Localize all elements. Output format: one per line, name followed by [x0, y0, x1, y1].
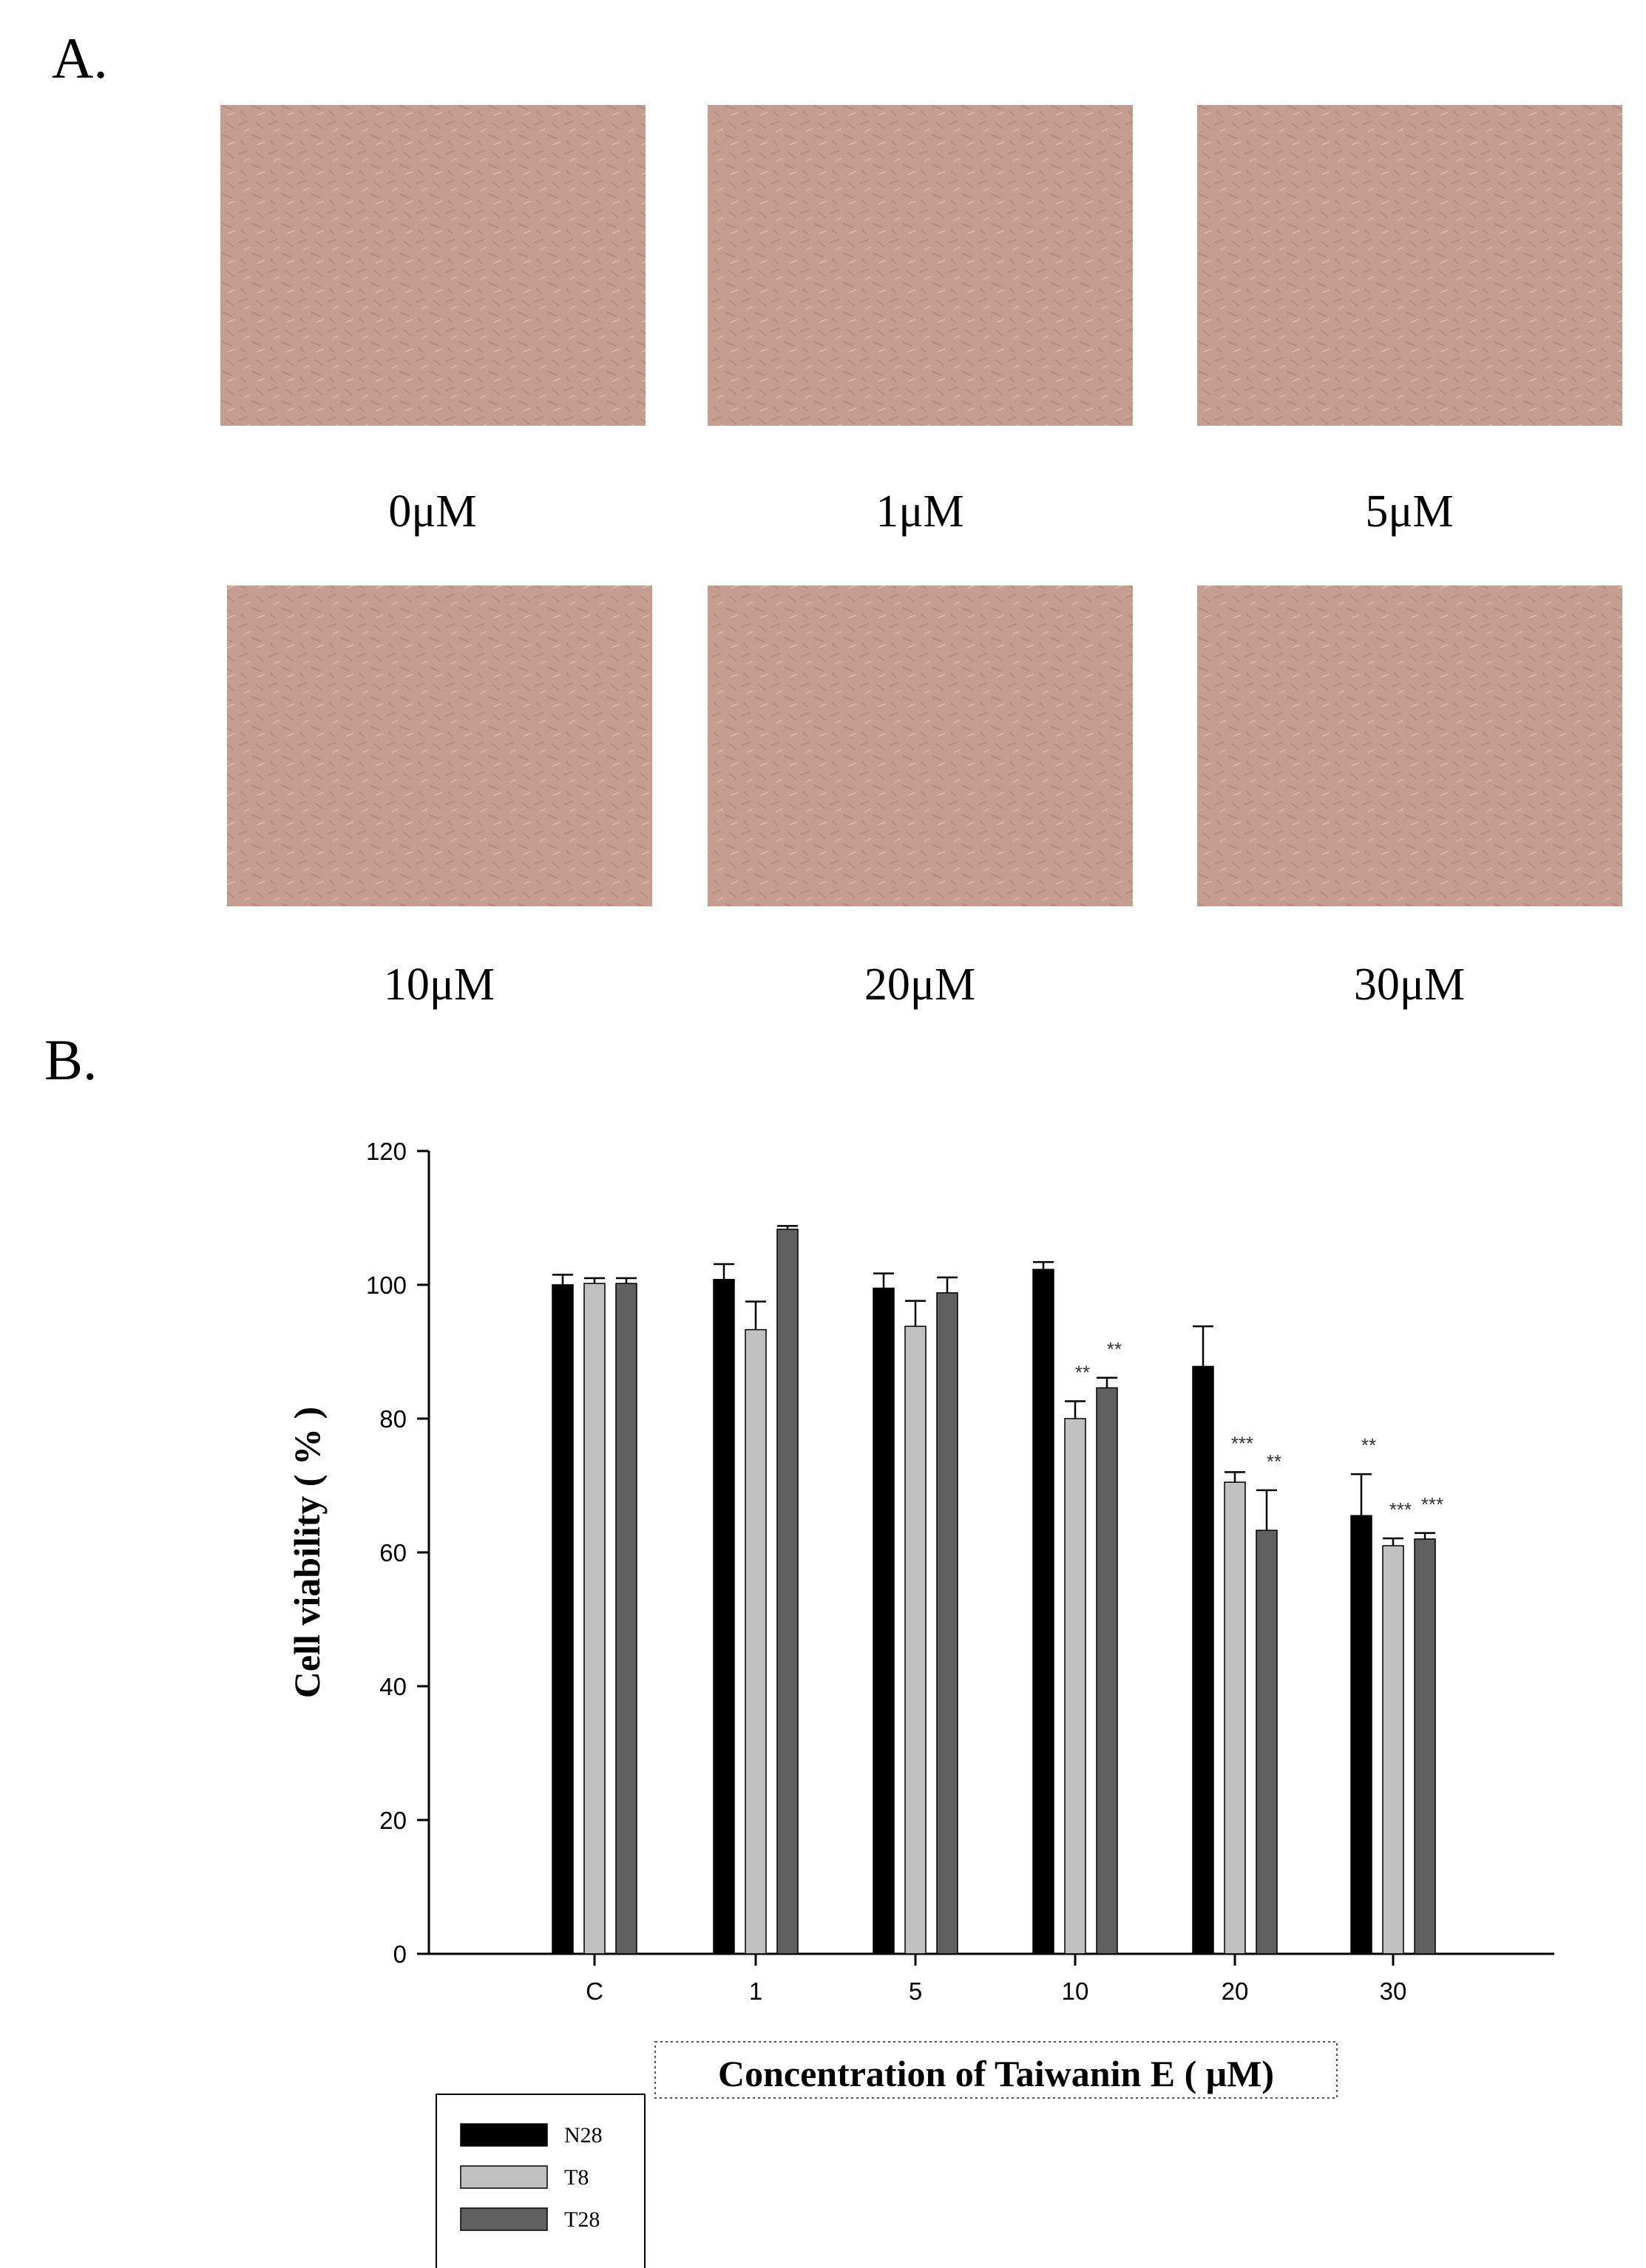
legend-label: N28 — [564, 2123, 603, 2148]
micrograph — [708, 585, 1133, 906]
x-tick-label: 5 — [909, 1977, 922, 2005]
y-tick-label: 60 — [379, 1539, 407, 1566]
y-tick-label: 80 — [379, 1405, 407, 1433]
bar — [1192, 1365, 1214, 1955]
legend-swatch — [460, 2165, 548, 2189]
micrograph-label: 0μM — [388, 486, 476, 537]
micrograph — [708, 105, 1133, 426]
x-tick-label: 20 — [1222, 1977, 1249, 2005]
micrograph-label: 20μM — [864, 960, 975, 1010]
significance: *** — [1389, 1498, 1412, 1521]
micrograph-label: 5μM — [1365, 486, 1453, 537]
micrograph-label: 10μM — [384, 960, 495, 1010]
legend-label: T28 — [564, 2207, 600, 2232]
micrograph-label: 1μM — [876, 486, 963, 537]
bar — [1032, 1269, 1054, 1955]
panel-label: A. — [52, 26, 108, 90]
x-label-box — [654, 2041, 1338, 2099]
bar — [583, 1283, 606, 1955]
x-axis-label: Concentration of Taiwanin E ( μM) — [718, 2053, 1274, 2094]
micrograph — [1197, 585, 1622, 906]
micrograph-grid: 0μM 1μM 5μM 10μM 20μM 30μM — [220, 105, 1622, 1010]
y-tick-label: 40 — [379, 1673, 407, 1700]
y-axis-label: Cell viability ( % ) — [286, 1407, 328, 1698]
bar — [713, 1279, 735, 1955]
x-tick-label: C — [586, 1977, 603, 2005]
bar — [552, 1284, 574, 1955]
y-tick-label: 20 — [379, 1807, 407, 1834]
legend-label: T8 — [564, 2165, 589, 2190]
micrograph — [220, 105, 646, 426]
x-tick-label: 1 — [749, 1977, 762, 2005]
legend-swatch — [460, 2123, 548, 2147]
x-tick-label: 30 — [1380, 1977, 1407, 2005]
significance: *** — [1231, 1432, 1253, 1454]
significance: *** — [1421, 1493, 1443, 1515]
bar — [904, 1325, 927, 1955]
significance: ** — [1075, 1361, 1090, 1383]
bar — [776, 1229, 799, 1955]
significance: ** — [1107, 1338, 1122, 1360]
bar — [1414, 1538, 1436, 1955]
bar — [936, 1292, 958, 1955]
y-tick-label: 0 — [393, 1941, 407, 1968]
significance: ** — [1267, 1450, 1281, 1473]
bar — [1256, 1529, 1278, 1955]
bar — [873, 1287, 895, 1955]
bar — [745, 1328, 767, 1955]
bar — [1224, 1481, 1246, 1955]
bar — [1382, 1545, 1404, 1955]
micrograph-label: 30μM — [1354, 960, 1465, 1010]
bar — [1096, 1387, 1118, 1955]
bar — [615, 1283, 637, 1955]
x-tick-label: 10 — [1062, 1977, 1089, 2005]
micrograph — [227, 585, 652, 906]
micrograph — [1197, 105, 1622, 426]
y-tick-label: 100 — [366, 1271, 407, 1299]
bar — [1064, 1418, 1086, 1955]
legend-swatch — [460, 2207, 548, 2231]
y-tick-label: 120 — [366, 1138, 407, 1165]
bar — [1350, 1515, 1372, 1955]
significance: ** — [1361, 1434, 1376, 1456]
panel-label: B. — [44, 1028, 98, 1092]
